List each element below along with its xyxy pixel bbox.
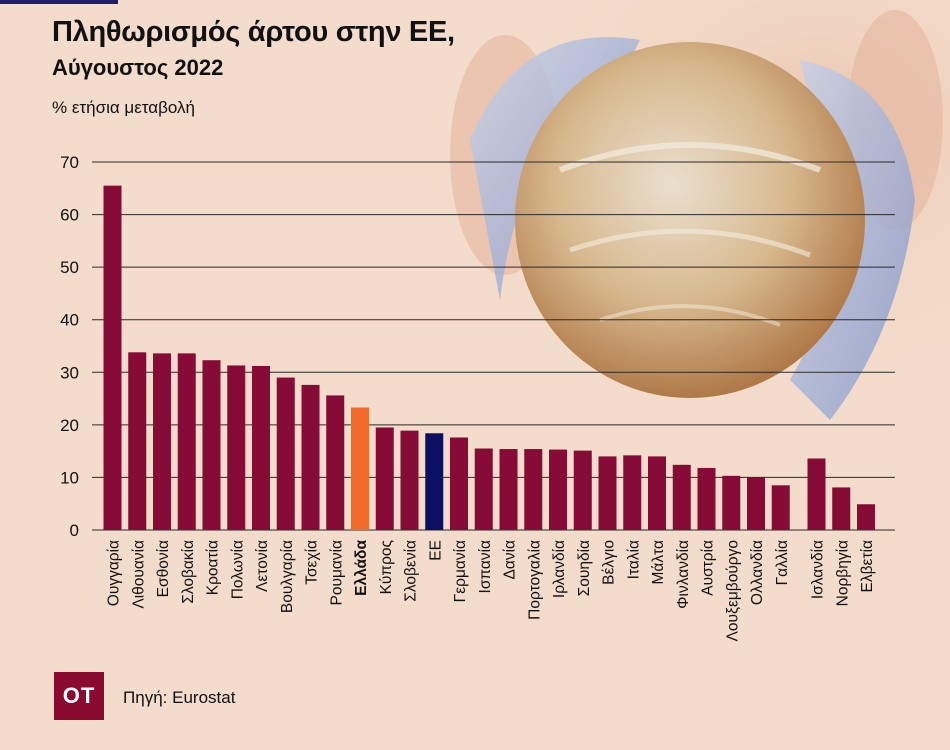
bar-Ρουμανία [326, 395, 345, 530]
x-tick-label-Βουλγαρία: Βουλγαρία [279, 540, 296, 613]
x-tick-label-Νορβηγία: Νορβηγία [834, 540, 851, 606]
y-tick-label: 40 [60, 311, 79, 330]
bar-Κροατία [202, 360, 221, 530]
bar-Σλοβακία [177, 353, 196, 530]
y-tick-label: 70 [60, 153, 79, 172]
x-tick-label-Ελλάδα: Ελλάδα [353, 540, 370, 596]
x-tick-label-Λιθουανία: Λιθουανία [130, 540, 147, 609]
bar-Δανία [499, 449, 518, 530]
bread-photo-illustration [430, 0, 950, 440]
x-tick-label-Αυστρία: Αυστρία [700, 540, 717, 596]
bar-Φινλανδία [672, 464, 691, 530]
bar-Ισπανία [474, 448, 493, 530]
y-tick-label: 30 [60, 363, 79, 382]
bar-Ιρλανδία [549, 449, 567, 530]
source-note: Πηγή: Eurostat [123, 688, 236, 707]
bar-Γαλλία [771, 485, 790, 530]
x-tick-label-Ισλανδία: Ισλανδία [810, 540, 827, 599]
bar-Ελβετία [857, 504, 875, 530]
bar-Βέλγιο [598, 456, 617, 530]
x-tick-label-Ιταλία: Ιταλία [625, 540, 642, 579]
x-tick-label-Ισπανία: Ισπανία [477, 540, 494, 594]
x-tick-label-Πορτογαλία: Πορτογαλία [526, 540, 543, 620]
x-tick-label-Λετονία: Λετονία [254, 540, 271, 592]
bar-Εσθονία [153, 353, 171, 530]
y-tick-label: 20 [60, 416, 79, 435]
x-tick-label-Βέλγιο: Βέλγιο [601, 540, 618, 585]
bar-Πορτογαλία [524, 449, 543, 530]
x-tick-label-Σλοβενία: Σλοβενία [403, 540, 420, 602]
x-tick-label-Σλοβακία: Σλοβακία [180, 540, 197, 604]
brand-logo: OT [54, 672, 104, 720]
chart-title: Πληθωρισμός άρτου στην ΕΕ, [52, 16, 455, 48]
x-tick-label-Γερμανία: Γερμανία [452, 540, 469, 602]
x-tick-label-Κύπρος: Κύπρος [378, 540, 395, 594]
top-accent-line [0, 0, 118, 4]
bar-Μάλτα [648, 456, 666, 530]
bar-Λιθουανία [128, 352, 147, 530]
x-tick-label-Γαλλία: Γαλλία [774, 540, 791, 585]
bar-Ισλανδία [807, 458, 826, 530]
x-tick-label-Σουηδία: Σουηδία [576, 540, 593, 596]
x-tick-label-Πολωνία: Πολωνία [229, 540, 246, 599]
bar-Νορβηγία [832, 487, 851, 530]
y-tick-label: 60 [60, 206, 79, 225]
bar-Σουηδία [573, 450, 592, 530]
bar-Βουλγαρία [276, 377, 295, 530]
bar-Ελλάδα [351, 407, 369, 530]
bar-Κύπρος [375, 427, 394, 530]
y-tick-label: 50 [60, 258, 79, 277]
bar-Ιταλία [623, 455, 642, 530]
x-tick-label-Τσεχία: Τσεχία [304, 540, 321, 585]
bar-Λετονία [252, 365, 270, 530]
y-tick-label: 10 [60, 468, 79, 487]
x-tick-label-Εσθονία: Εσθονία [155, 540, 172, 597]
y-axis-unit-label: % ετήσια μεταβολή [52, 98, 195, 117]
x-tick-label-Ιρλανδία: Ιρλανδία [551, 540, 568, 598]
y-tick-label: 0 [70, 521, 79, 540]
x-tick-label-ΕΕ: ΕΕ [427, 540, 444, 561]
bar-Ολλανδία [747, 477, 765, 530]
bar-Σλοβενία [400, 430, 419, 530]
bar-Λουξεμβούργο [722, 475, 741, 530]
bar-Τσεχία [301, 384, 320, 530]
x-tick-label-Κροατία: Κροατία [205, 540, 222, 595]
x-tick-label-Ελβετία: Ελβετία [859, 540, 876, 592]
x-tick-label-Μάλτα: Μάλτα [650, 540, 667, 585]
x-tick-label-Φινλανδία: Φινλανδία [675, 540, 692, 609]
x-tick-label-Ουγγαρία: Ουγγαρία [106, 540, 123, 606]
chart-subtitle: Αύγουστος 2022 [52, 55, 224, 80]
bar-Γερμανία [450, 437, 468, 530]
x-tick-label-Ρουμανία: Ρουμανία [328, 540, 345, 606]
bar-Αυστρία [697, 467, 716, 530]
x-tick-label-Δανία: Δανία [502, 540, 519, 580]
x-tick-label-Ολλανδία: Ολλανδία [749, 540, 766, 605]
bar-Πολωνία [227, 365, 246, 530]
x-tick-label-Λουξεμβούργο: Λουξεμβούργο [724, 540, 741, 641]
bar-ΕΕ [425, 433, 444, 530]
bar-Ουγγαρία [103, 185, 122, 530]
